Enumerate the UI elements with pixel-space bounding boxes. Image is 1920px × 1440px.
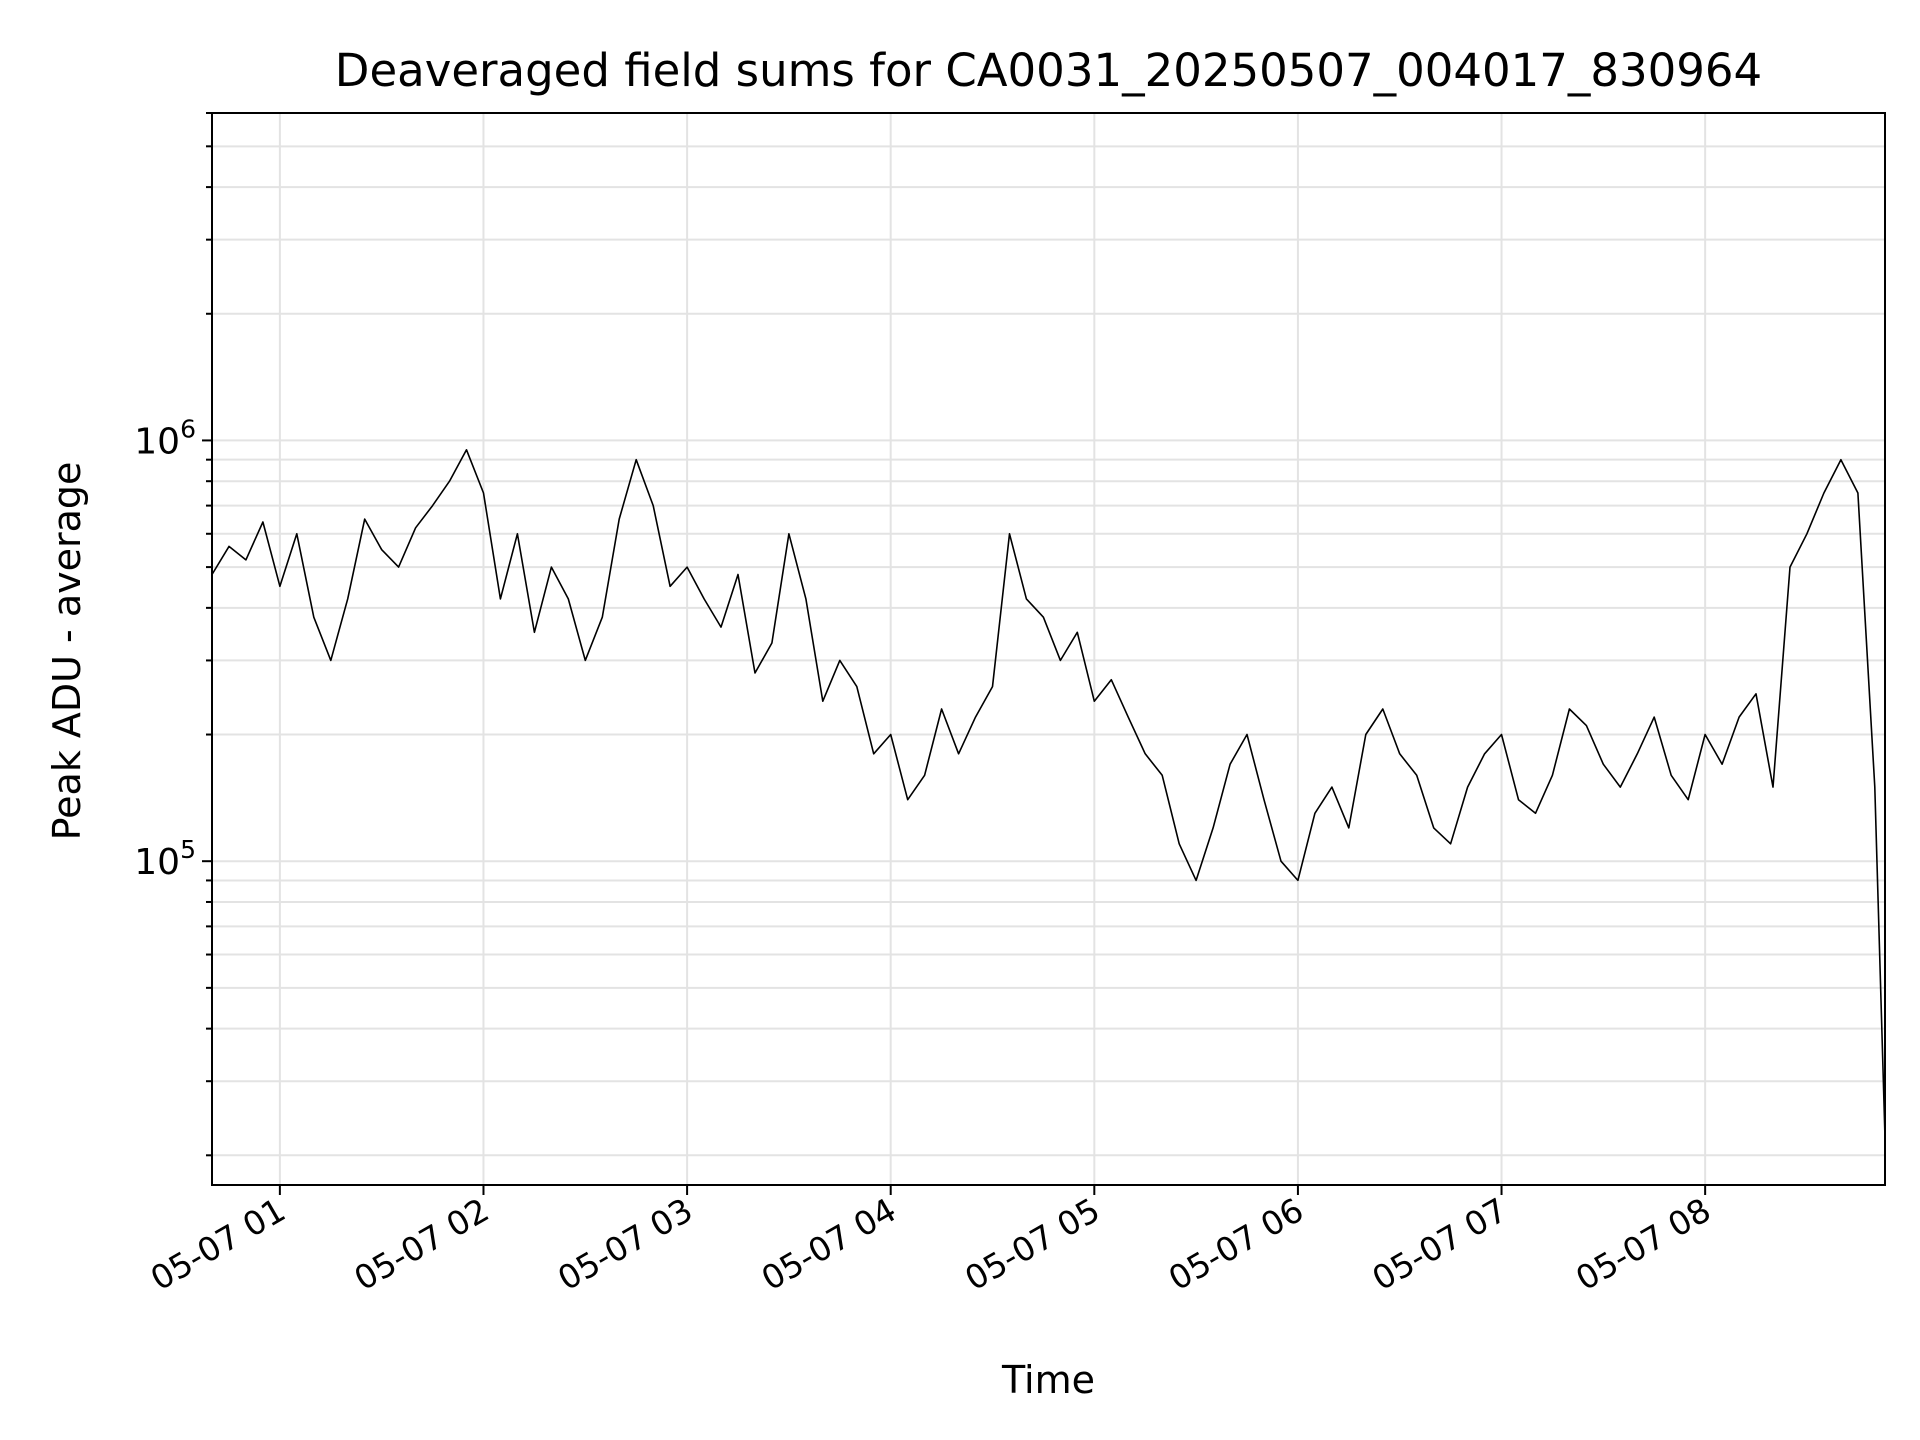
x-tick-label: 05-07 04 xyxy=(755,1190,903,1298)
x-tick-label: 05-07 06 xyxy=(1162,1190,1310,1298)
x-tick-label: 05-07 02 xyxy=(347,1190,495,1298)
x-tick-label: 05-07 01 xyxy=(144,1190,292,1298)
series-layer xyxy=(211,448,1886,1138)
x-tick-label: 05-07 07 xyxy=(1366,1190,1514,1298)
y-tick-label: 105 xyxy=(134,835,196,883)
x-axis-label: Time xyxy=(1002,1358,1095,1402)
x-tick-label: 05-07 08 xyxy=(1569,1190,1717,1298)
plot-frame xyxy=(211,112,1886,1186)
plot-background xyxy=(212,113,1885,1185)
x-tick-label: 05-07 03 xyxy=(551,1190,699,1298)
series-line xyxy=(211,448,1886,1138)
y-axis-label: Peak ADU - average xyxy=(45,461,89,841)
x-tick-label: 05-07 05 xyxy=(958,1190,1106,1298)
chart-title: Deaveraged field sums for CA0031_2025050… xyxy=(334,44,1763,97)
y-tick-label: 106 xyxy=(134,414,196,462)
